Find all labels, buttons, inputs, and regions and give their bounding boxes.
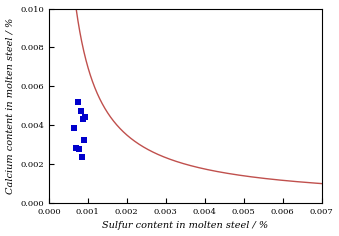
Y-axis label: Calcium content in molten steel / %: Calcium content in molten steel / % (5, 18, 15, 194)
Point (81, 138, 87, 142)
Point (78, 109, 83, 113)
Point (75, 100, 81, 104)
X-axis label: Sulfur content in molten steel / %: Sulfur content in molten steel / % (102, 221, 268, 230)
Point (77, 147, 82, 151)
Point (80, 118, 86, 121)
Point (79, 156, 85, 159)
Point (74, 146, 79, 149)
Point (82, 116, 87, 119)
Point (72, 126, 77, 130)
